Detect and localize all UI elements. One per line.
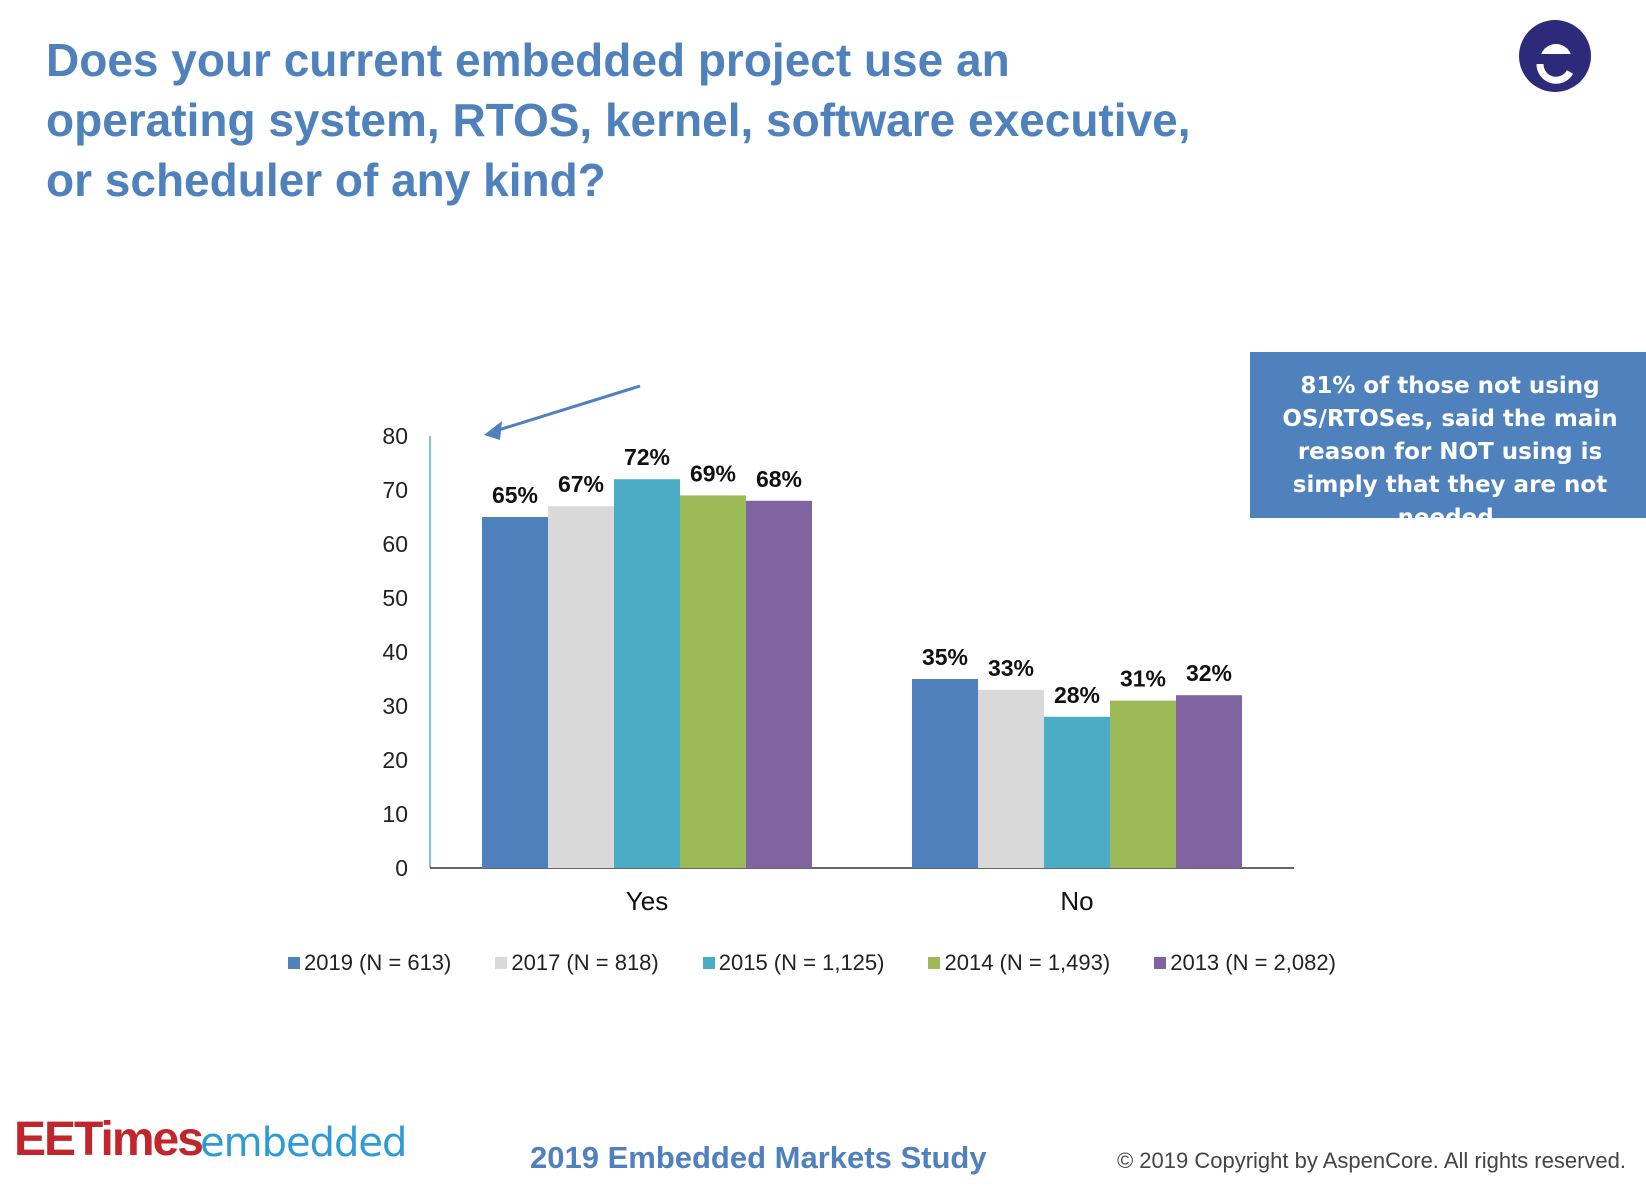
- page-title: Does your current embedded project use a…: [46, 34, 1191, 206]
- y-tick-label: 30: [382, 693, 408, 719]
- y-tick-label: 70: [382, 477, 408, 503]
- copyright-text: © 2019 Copyright by AspenCore. All right…: [1116, 1148, 1626, 1173]
- embedded-wordmark: embedded: [200, 1120, 407, 1166]
- y-tick-label: 20: [382, 747, 408, 773]
- study-name: 2019 Embedded Markets Study: [530, 1140, 987, 1175]
- y-tick-label: 80: [382, 423, 408, 449]
- y-tick-label: 10: [382, 801, 408, 827]
- data-label: 67%: [558, 471, 604, 497]
- bar: [746, 500, 812, 868]
- legend-swatch: [702, 957, 715, 969]
- legend-item: 2019 (N = 613): [288, 950, 451, 976]
- legend-label: 2013 (N = 2,082): [1170, 950, 1336, 975]
- bar: [978, 689, 1044, 868]
- bar: [1044, 716, 1110, 868]
- legend-item: 2014 (N = 1,493): [928, 950, 1110, 976]
- bar: [482, 517, 548, 868]
- bar: [548, 506, 614, 868]
- aspencore-logo: [1519, 20, 1591, 92]
- data-label: 32%: [1186, 660, 1232, 686]
- legend-label: 2019 (N = 613): [304, 950, 452, 975]
- annotation-arrow-line: [491, 384, 641, 434]
- bar: [614, 479, 680, 868]
- legend-swatch: [928, 957, 941, 969]
- legend-item: 2013 (N = 2,082): [1154, 950, 1336, 976]
- data-label: 65%: [492, 482, 538, 508]
- y-tick-label: 60: [382, 531, 408, 557]
- bar: [1176, 695, 1242, 868]
- bar: [912, 679, 978, 868]
- data-label: 35%: [922, 644, 968, 670]
- legend-item: 2015 (N = 1,125): [702, 950, 885, 976]
- legend-label: 2015 (N = 1,125): [718, 950, 885, 975]
- data-label: 69%: [690, 460, 736, 486]
- data-label: 72%: [624, 444, 670, 470]
- chart-legend: 2019 (N = 613) 2017 (N = 818) 2015 (N = 1,…: [288, 950, 1428, 976]
- legend-item: 2017 (N = 818): [495, 950, 659, 976]
- bar: [1110, 700, 1176, 868]
- data-label: 68%: [756, 466, 802, 492]
- y-tick-label: 50: [382, 585, 408, 611]
- legend-swatch: [1154, 957, 1167, 969]
- legend-label: 2014 (N = 1,493): [944, 950, 1111, 975]
- x-category-label: No: [1060, 886, 1093, 916]
- callout-box: 81% of those not using OS/RTOSes, said t…: [1250, 352, 1646, 531]
- legend-swatch: [495, 957, 508, 969]
- data-label: 28%: [1054, 682, 1100, 708]
- data-label: 33%: [988, 655, 1034, 681]
- annotation-arrow-head: [484, 421, 502, 440]
- x-category-label: Yes: [626, 886, 668, 916]
- eetimes-wordmark: EETimes: [14, 1113, 204, 1166]
- y-tick-label: 40: [382, 639, 408, 665]
- legend-label: 2017 (N = 818): [511, 950, 659, 975]
- legend-swatch: [288, 957, 300, 969]
- data-label: 31%: [1120, 666, 1166, 692]
- bar: [680, 495, 746, 868]
- y-tick-label: 0: [395, 855, 408, 881]
